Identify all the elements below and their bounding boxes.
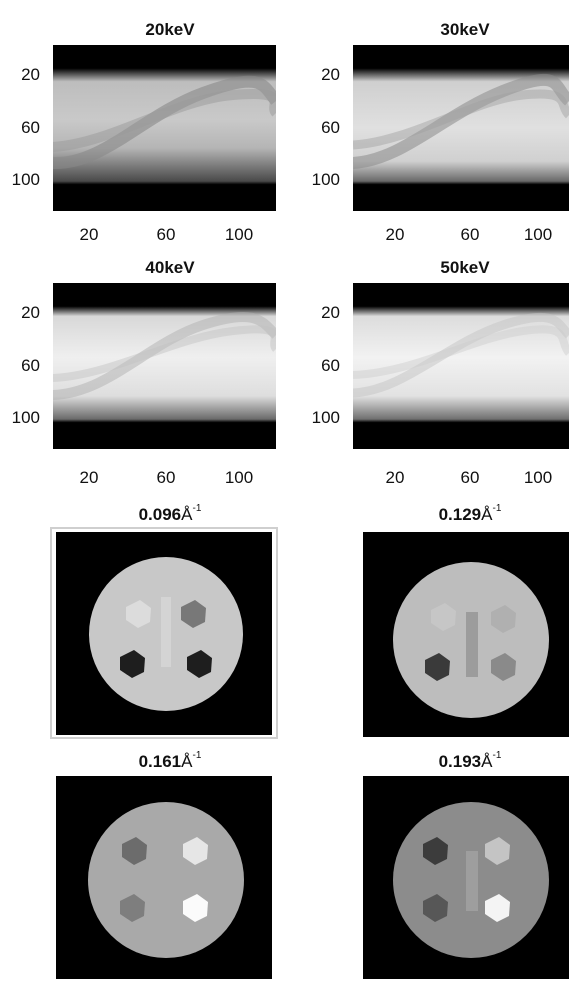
x-tick-20: 20 — [79, 468, 99, 487]
y-tick-60: 60 — [21, 118, 40, 137]
y-tick-20: 20 — [321, 65, 340, 84]
sinogram-image — [353, 45, 569, 211]
sinogram-svg — [53, 283, 276, 449]
phantom-image — [363, 532, 569, 737]
x-tick-100: 100 — [224, 468, 254, 487]
sinogram-panel-50kev: 50keV 20 60 100 20 60 100 — [295, 250, 569, 495]
image-frame — [50, 527, 278, 739]
sinogram-panel-40kev: 40keV 20 60 100 20 60 100 — [0, 250, 290, 495]
sinogram-svg — [53, 45, 276, 211]
x-tick-20: 20 — [385, 468, 405, 487]
x-tick-20: 20 — [79, 225, 99, 244]
panel-title: 40keV — [145, 258, 195, 277]
reconstruction-panel-0193: 0.193Å-1 — [295, 740, 569, 979]
y-tick-60: 60 — [21, 356, 40, 375]
phantom-image — [56, 776, 272, 979]
reconstruction-panel-0161: 0.161Å-1 — [0, 740, 290, 979]
y-tick-60: 60 — [321, 356, 340, 375]
sinogram-svg — [353, 283, 569, 449]
panel-title: 0.096Å-1 — [100, 503, 240, 525]
phantom-image — [56, 532, 272, 735]
title-value: 0.193 — [438, 752, 482, 771]
sinogram-image — [53, 45, 276, 211]
sinogram-panel-20kev: 20keV 20 60 100 20 60 100 — [0, 0, 290, 250]
title-unit: Å — [481, 752, 493, 771]
title-unit: Å — [181, 752, 193, 771]
x-tick-60: 60 — [156, 468, 176, 487]
title-value: 0.096 — [138, 505, 182, 524]
panel-title: 0.193Å-1 — [400, 750, 540, 772]
panel-title: 30keV — [440, 20, 490, 39]
title-value: 0.129 — [438, 505, 482, 524]
title-unit: Å — [481, 505, 493, 524]
sinogram-image — [353, 283, 569, 449]
x-tick-100: 100 — [523, 468, 553, 487]
sinogram-image — [53, 283, 276, 449]
sinogram-panel-30kev: 30keV 20 60 100 20 60 100 — [295, 0, 569, 250]
phantom-svg — [88, 802, 244, 958]
reconstruction-panel-0129: 0.129Å-1 — [295, 495, 569, 740]
x-tick-100: 100 — [224, 225, 254, 244]
y-tick-100: 100 — [11, 170, 40, 189]
title-value: 0.161 — [138, 752, 182, 771]
sinogram-svg — [353, 45, 569, 211]
x-tick-20: 20 — [385, 225, 405, 244]
panel-title: 50keV — [440, 258, 490, 277]
reconstruction-panel-0096: 0.096Å-1 — [0, 495, 290, 740]
y-tick-100: 100 — [311, 170, 340, 189]
title-exponent: -1 — [192, 503, 202, 515]
phantom-svg — [89, 557, 243, 711]
y-tick-100: 100 — [11, 408, 40, 427]
title-exponent: -1 — [192, 750, 202, 762]
panel-title: 20keV — [145, 20, 195, 39]
panel-title: 0.129Å-1 — [400, 503, 540, 525]
phantom-svg — [393, 802, 549, 958]
y-tick-60: 60 — [321, 118, 340, 137]
x-tick-60: 60 — [460, 468, 480, 487]
title-exponent: -1 — [492, 503, 502, 515]
y-tick-20: 20 — [21, 65, 40, 84]
x-tick-60: 60 — [460, 225, 480, 244]
y-tick-20: 20 — [21, 303, 40, 322]
y-tick-100: 100 — [311, 408, 340, 427]
phantom-image — [363, 776, 569, 979]
x-tick-100: 100 — [523, 225, 553, 244]
title-exponent: -1 — [492, 750, 502, 762]
phantom-svg — [393, 562, 549, 718]
y-tick-20: 20 — [321, 303, 340, 322]
x-tick-60: 60 — [156, 225, 176, 244]
panel-title: 0.161Å-1 — [100, 750, 240, 772]
title-unit: Å — [181, 505, 193, 524]
